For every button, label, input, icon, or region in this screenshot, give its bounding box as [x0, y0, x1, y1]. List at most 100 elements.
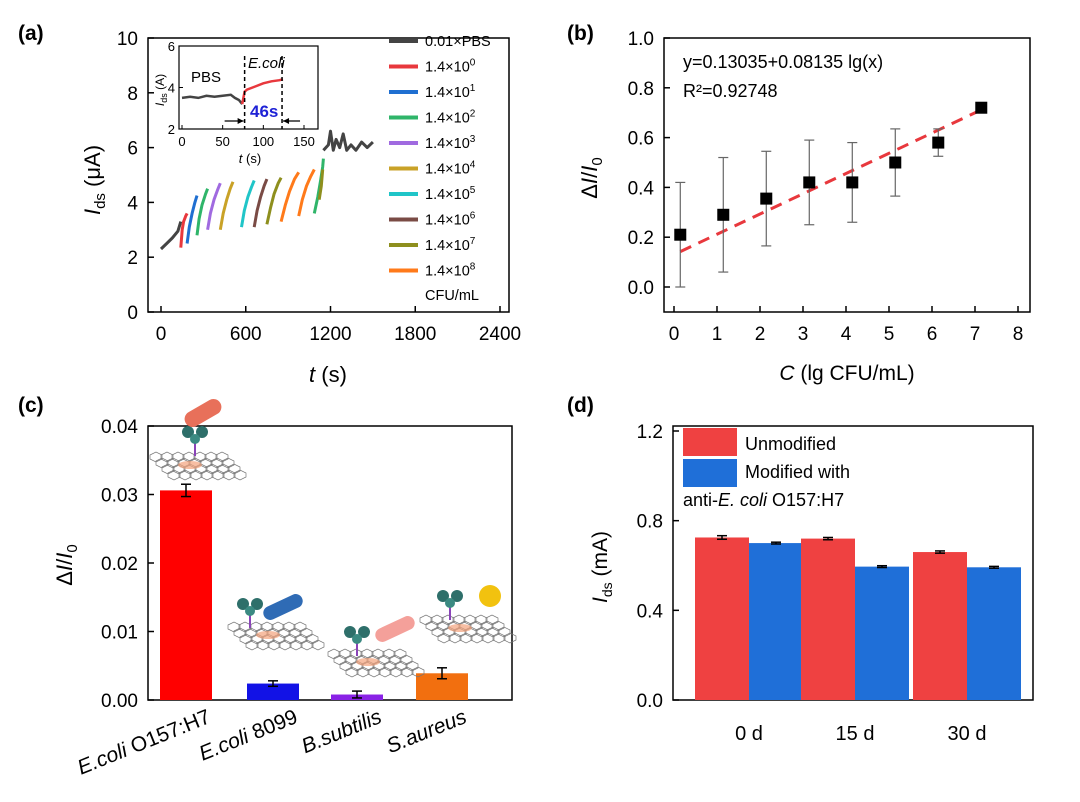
y-tick-label: 0.03	[101, 486, 138, 507]
panel-a-tag: (a)	[18, 22, 44, 45]
graphene-hex	[267, 639, 281, 651]
panel-a-legend: 0.01×PBS 1.4×100 1.4×101 1.4×102 1.4×103 1.4×…	[389, 34, 491, 280]
y-tick-label: 0.04	[101, 417, 138, 438]
series-line-0	[159, 221, 183, 251]
panel-c-chart: 0.00 0.01 0.02 0.03 0.04 E.coli O157:H7E.col…	[52, 399, 517, 780]
bar	[855, 566, 909, 700]
graphene-highlight	[356, 658, 380, 666]
graphene-hex	[389, 666, 403, 678]
panel-b-chart: 0.0 0.2 0.4 0.6 0.8 1.0 0 1 2 3 4 5 6 7 8 y=0.13035+0…	[577, 29, 1031, 385]
graphene-hex	[485, 614, 499, 626]
y-tick-label: 10	[117, 29, 138, 50]
bar	[967, 567, 1021, 700]
graphene-hex	[491, 620, 505, 632]
graphene-hex	[356, 666, 370, 678]
graphene-hex	[378, 666, 392, 678]
antibody-stem	[445, 598, 455, 608]
x-category-label: S.aureus	[383, 705, 470, 758]
antibody-arm	[344, 626, 356, 638]
series-line-7	[252, 178, 269, 228]
graphene-hex	[481, 632, 495, 644]
inset-label-ecoli: E.coli	[248, 55, 285, 72]
graphene-hex	[282, 621, 296, 633]
fit-r2: R²=0.92748	[683, 81, 778, 101]
legend-modified-line2: anti-E. coli O157:H7	[683, 490, 844, 510]
series-line-2	[185, 195, 199, 244]
graphene-hex	[393, 648, 407, 660]
legend-label: 1.4×100	[425, 58, 476, 76]
inset-xlabel: t (s)	[239, 151, 261, 166]
legend-label: 1.4×105	[425, 185, 476, 203]
graphene-hex	[492, 632, 506, 644]
graphene-hex	[294, 633, 308, 645]
graphene-hex	[411, 666, 425, 678]
data-point	[760, 192, 773, 205]
y-tick-label: 0.8	[637, 512, 663, 533]
graphene-hex	[182, 451, 196, 463]
y-tick-label: 0.4	[637, 601, 664, 622]
antibody-arm	[451, 590, 463, 602]
x-tick-label: 1800	[394, 324, 436, 345]
series-line-8	[265, 177, 283, 225]
inset-pbs-line	[181, 93, 244, 105]
graphene-hex	[283, 633, 297, 645]
inset-arrowhead-left	[237, 118, 244, 124]
graphene-hex	[503, 632, 517, 644]
y-tick-label: 0.4	[628, 178, 655, 199]
graphene-hex	[371, 648, 385, 660]
graphene-hex	[497, 626, 511, 638]
x-tick-label: 0	[669, 324, 680, 345]
data-point	[932, 136, 945, 149]
legend-unmodified: Unmodified	[745, 434, 836, 454]
graphene-hex	[431, 626, 445, 638]
legend-label: 1.4×106	[425, 211, 476, 229]
graphene-hex	[475, 626, 489, 638]
bar	[801, 538, 855, 700]
legend-label: 1.4×101	[425, 83, 476, 101]
x-tick-label: 1	[712, 324, 723, 345]
ecoli-bacterium	[184, 399, 222, 427]
bar	[749, 543, 803, 700]
y-tick-label: 0.8	[628, 79, 654, 100]
panel-b-ylabel: ΔI/I0	[577, 157, 606, 198]
series-line-5	[218, 181, 235, 231]
panel-c-tag: (c)	[18, 394, 44, 417]
y-tick-label: 8	[127, 84, 138, 105]
antibody-arm	[358, 626, 370, 638]
panel-a-inset: 2 4 6 0 50 100 150 PBS E.coli 46s Ids (A) t (s…	[153, 39, 319, 166]
graphene-hex	[470, 632, 484, 644]
x-category-label: E.coli 8099	[196, 705, 301, 765]
antibody-1	[182, 426, 208, 456]
legend-modified-line1: Modified with	[745, 462, 850, 482]
x-category-label: 15 d	[836, 723, 875, 745]
antibody-arm	[182, 426, 194, 438]
y-tick-label: 0	[127, 303, 138, 324]
y-tick-label: 1.0	[628, 29, 654, 50]
inset-x-tick-label: 100	[252, 134, 274, 149]
antibody-2	[237, 598, 263, 628]
y-tick-label: 0.0	[637, 691, 663, 712]
y-tick-label: 6	[127, 139, 138, 160]
inset-annotation: 46s	[250, 102, 278, 121]
y-tick-label: 1.2	[637, 422, 663, 443]
data-point	[846, 176, 859, 189]
graphene-hex	[227, 621, 241, 633]
graphene-hex	[448, 632, 462, 644]
legend-label: 1.4×108	[425, 262, 476, 280]
x-tick-label: 8	[1013, 324, 1024, 345]
data-point	[803, 176, 816, 189]
panel-d-tag: (d)	[567, 394, 594, 417]
inset-x-tick-label: 0	[178, 134, 185, 149]
graphene-hex	[178, 469, 192, 481]
x-tick-label: 7	[970, 324, 981, 345]
y-tick-label: 0.6	[628, 129, 654, 150]
inset-y-tick-label: 4	[168, 81, 175, 96]
graphene-hex	[205, 463, 219, 475]
bacterium-sphere	[479, 585, 501, 607]
graphene-hex	[425, 620, 439, 632]
panel-b-frame	[663, 37, 1031, 313]
graphene-hex	[222, 469, 236, 481]
antibody-3	[344, 626, 370, 656]
series-line-1	[179, 212, 189, 248]
